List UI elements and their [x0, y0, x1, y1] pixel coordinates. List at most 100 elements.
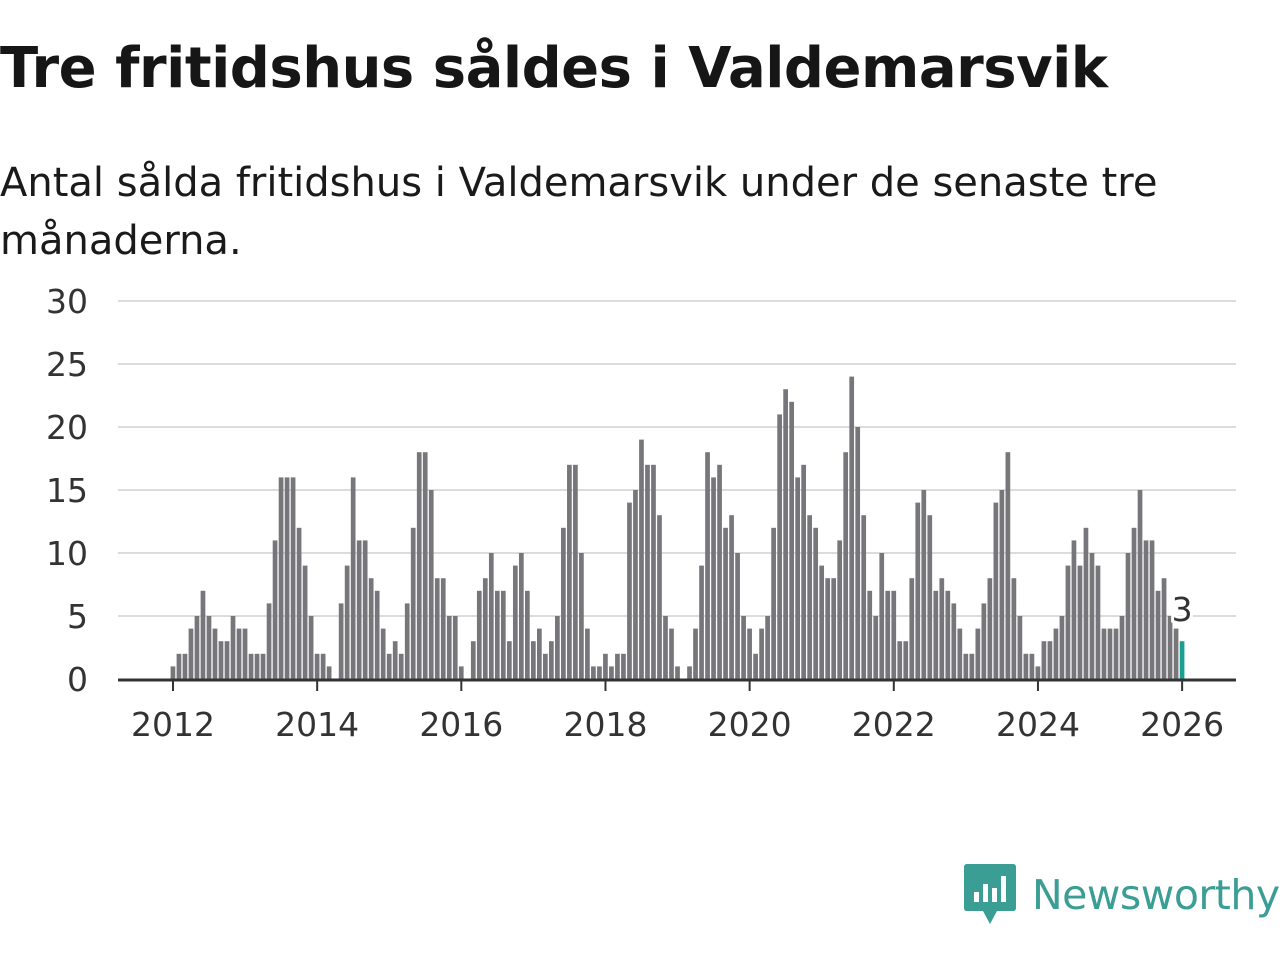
bar: [236, 628, 242, 679]
bar: [1053, 628, 1059, 679]
bar: [999, 490, 1005, 679]
x-tick-label: 2018: [563, 705, 647, 744]
bar: [440, 578, 446, 679]
bar: [386, 653, 392, 679]
bar: [729, 515, 734, 679]
bar: [1095, 565, 1101, 679]
bar: [1047, 641, 1053, 679]
bar: [272, 540, 278, 679]
bar: [1161, 578, 1167, 679]
bar: [765, 616, 770, 679]
bar: [621, 653, 626, 679]
grid-lines: [118, 300, 1236, 617]
bar: [891, 590, 897, 679]
highlight-data-label: 3: [1172, 590, 1193, 629]
bar: [975, 628, 981, 679]
bar: [248, 653, 254, 679]
bar: [518, 553, 524, 679]
bar: [1131, 527, 1137, 679]
bar: [843, 452, 849, 679]
bar: [741, 616, 746, 679]
bar: [945, 590, 951, 679]
y-tick-label: 20: [46, 408, 88, 447]
bar: [705, 452, 710, 679]
bar: [224, 641, 230, 679]
bar: [1077, 565, 1083, 679]
bar: [561, 527, 566, 679]
bar: [993, 502, 999, 679]
y-tick-label: 10: [46, 534, 88, 573]
bar: [633, 490, 638, 679]
bar: [308, 616, 314, 679]
bar: [470, 641, 476, 679]
bar: [771, 527, 776, 679]
bar: [1011, 578, 1017, 679]
bar: [356, 540, 362, 679]
bar: [909, 578, 915, 679]
bar: [543, 653, 548, 679]
bar: [374, 590, 380, 679]
bar: [693, 628, 698, 679]
y-tick-label: 15: [46, 471, 88, 510]
bar: [675, 666, 680, 679]
bar: [753, 653, 758, 679]
bar: [861, 515, 867, 679]
bar: [579, 553, 584, 679]
bar: [350, 477, 356, 679]
bar-chart: 0 5 10 15 20 25 30 2012 2014 2016 2018 2020 2022 2024…: [46, 282, 1236, 744]
bar: [200, 590, 206, 679]
bar: [176, 653, 182, 679]
bar: [458, 666, 464, 679]
bar: [933, 590, 939, 679]
axes: 0 5 10 15 20 25 30 2012 2014 2016 2018 2020 2022 2024…: [46, 282, 1236, 744]
bar: [212, 628, 218, 679]
bar: [747, 628, 752, 679]
bar: [981, 603, 987, 679]
x-tick-label: 2016: [419, 705, 503, 744]
bar: [530, 641, 536, 679]
chart-subtitle: Antal sålda fritidshus i Valdemarsvik un…: [0, 160, 1158, 264]
bar: [645, 464, 650, 679]
bar: [1167, 616, 1173, 679]
bar: [555, 616, 560, 679]
bar: [885, 590, 891, 679]
bar: [783, 389, 788, 679]
bar: [1005, 452, 1011, 679]
y-tick-label: 5: [67, 597, 88, 636]
bar: [867, 590, 873, 679]
bar: [242, 628, 248, 679]
bar: [1113, 628, 1119, 679]
bar: [188, 628, 194, 679]
bar: [795, 477, 800, 679]
brand-name: Newsworthy: [1032, 871, 1280, 919]
bar: [873, 616, 879, 679]
bar: [422, 452, 428, 679]
bar: [512, 565, 518, 679]
bar: [344, 565, 350, 679]
bar: [1083, 527, 1089, 679]
bar: [627, 502, 632, 679]
bar: [921, 490, 927, 679]
bar: [1149, 540, 1155, 679]
bar: [537, 628, 542, 679]
bar: [759, 628, 764, 679]
bar: [1071, 540, 1077, 679]
bar: [609, 666, 614, 679]
bar: [585, 628, 590, 679]
bar: [410, 527, 416, 679]
bar: [1107, 628, 1113, 679]
bar: [831, 578, 837, 679]
bar: [320, 653, 326, 679]
y-tick-label: 30: [46, 282, 88, 321]
bar: [723, 527, 728, 679]
bar: [314, 653, 320, 679]
bar: [1125, 553, 1131, 679]
bar: [987, 578, 993, 679]
bar: [1035, 666, 1041, 679]
bar: [897, 641, 903, 679]
bar: [1143, 540, 1149, 679]
bar: [1089, 553, 1095, 679]
bar: [963, 653, 969, 679]
bar: [879, 553, 885, 679]
bar: [326, 666, 332, 679]
